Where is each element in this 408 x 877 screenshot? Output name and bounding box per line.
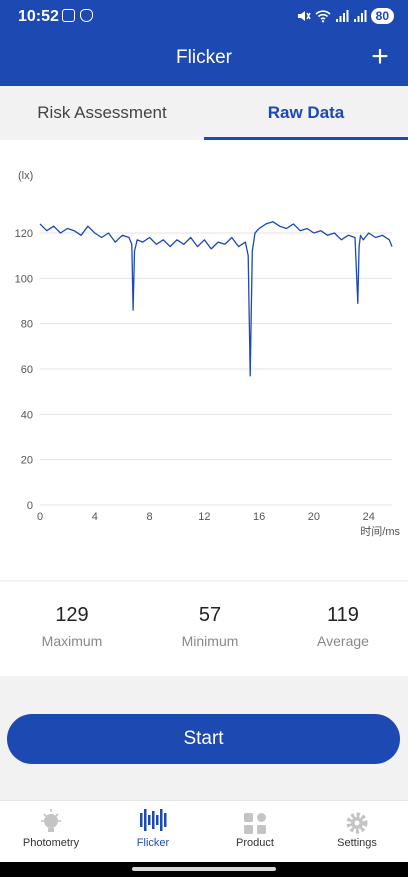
flicker-chart: 0 20 40 60 80 100 120 0 4 8 12 16 20 24 (lx) 时间/ms <box>15 170 401 538</box>
stat-average: 119 Average <box>275 604 408 649</box>
y-tick-label: 120 <box>15 228 33 240</box>
chart-grid <box>40 232 392 506</box>
mute-icon <box>297 11 311 21</box>
x-tick-label: 16 <box>253 511 265 523</box>
y-tick-label: 60 <box>21 364 33 376</box>
signal-icon <box>335 10 349 22</box>
status-time: 10:52 <box>18 8 59 25</box>
nav-item-settings[interactable]: Settings <box>306 801 408 863</box>
stat-label: Minimum <box>181 633 239 649</box>
screenshot-icon <box>62 9 75 22</box>
app-bar: Flicker + <box>0 34 408 86</box>
bulb-icon <box>41 809 61 832</box>
stat-value: 119 <box>327 604 359 626</box>
y-tick-label: 20 <box>21 455 33 467</box>
x-tick-label: 0 <box>37 511 43 523</box>
stat-label: Maximum <box>41 633 103 649</box>
stat-minimum: 57 Minimum <box>142 604 278 649</box>
chart-series <box>39 221 393 377</box>
x-tick-labels: 0 4 8 12 16 20 24 <box>37 511 375 523</box>
nav-label: Product <box>236 837 274 849</box>
x-tick-label: 20 <box>308 511 320 523</box>
bottom-nav: Photometry Flicker Product Settings <box>0 800 408 862</box>
active-tab-indicator <box>204 137 408 140</box>
nav-item-photometry[interactable]: Photometry <box>0 801 102 863</box>
add-button[interactable]: + <box>371 40 389 73</box>
stat-maximum: 129 Maximum <box>4 604 140 649</box>
series-line <box>39 221 393 377</box>
y-tick-labels: 0 20 40 60 80 100 120 <box>15 228 33 512</box>
x-tick-label: 4 <box>92 511 98 523</box>
tab-raw-data[interactable]: Raw Data <box>267 103 345 122</box>
stat-value: 57 <box>198 604 222 626</box>
nav-label: Settings <box>337 837 377 849</box>
y-axis-label: (lx) <box>18 170 33 182</box>
tab-risk-assessment[interactable]: Risk Assessment <box>37 103 167 122</box>
page-title: Flicker <box>176 47 232 68</box>
x-tick-label: 8 <box>147 511 153 523</box>
battery-indicator: 80 <box>370 8 394 24</box>
y-tick-label: 80 <box>21 319 33 331</box>
nav-item-flicker[interactable]: Flicker <box>102 801 204 863</box>
x-tick-label: 12 <box>198 511 210 523</box>
status-bar: 10:52 80 <box>0 0 408 34</box>
y-tick-label: 100 <box>15 273 33 285</box>
x-tick-label: 24 <box>363 511 375 523</box>
gesture-bar <box>0 862 408 877</box>
stat-value: 129 <box>55 604 89 626</box>
chart-card: 0 20 40 60 80 100 120 0 4 8 12 16 20 24 (lx) 时间/ms <box>0 140 408 580</box>
stats-panel: 129 Maximum 57 Minimum 119 Average <box>0 582 408 676</box>
x-axis-label: 时间/ms <box>360 525 400 538</box>
y-tick-label: 40 <box>21 409 33 421</box>
nav-item-product[interactable]: Product <box>204 801 306 863</box>
nav-label: Flicker <box>136 837 170 849</box>
y-tick-label: 0 <box>27 500 33 512</box>
grid-icon <box>244 813 266 834</box>
home-indicator[interactable] <box>132 867 276 871</box>
shield-icon <box>80 9 93 22</box>
start-button[interactable]: Start <box>7 714 400 764</box>
tab-bar: Risk Assessment Raw Data <box>0 86 408 140</box>
signal-icon <box>353 10 367 22</box>
wifi-icon <box>315 10 331 23</box>
nav-label: Photometry <box>22 837 80 849</box>
gear-icon <box>346 812 368 834</box>
waveform-icon <box>140 809 167 831</box>
stat-label: Average <box>317 633 369 649</box>
